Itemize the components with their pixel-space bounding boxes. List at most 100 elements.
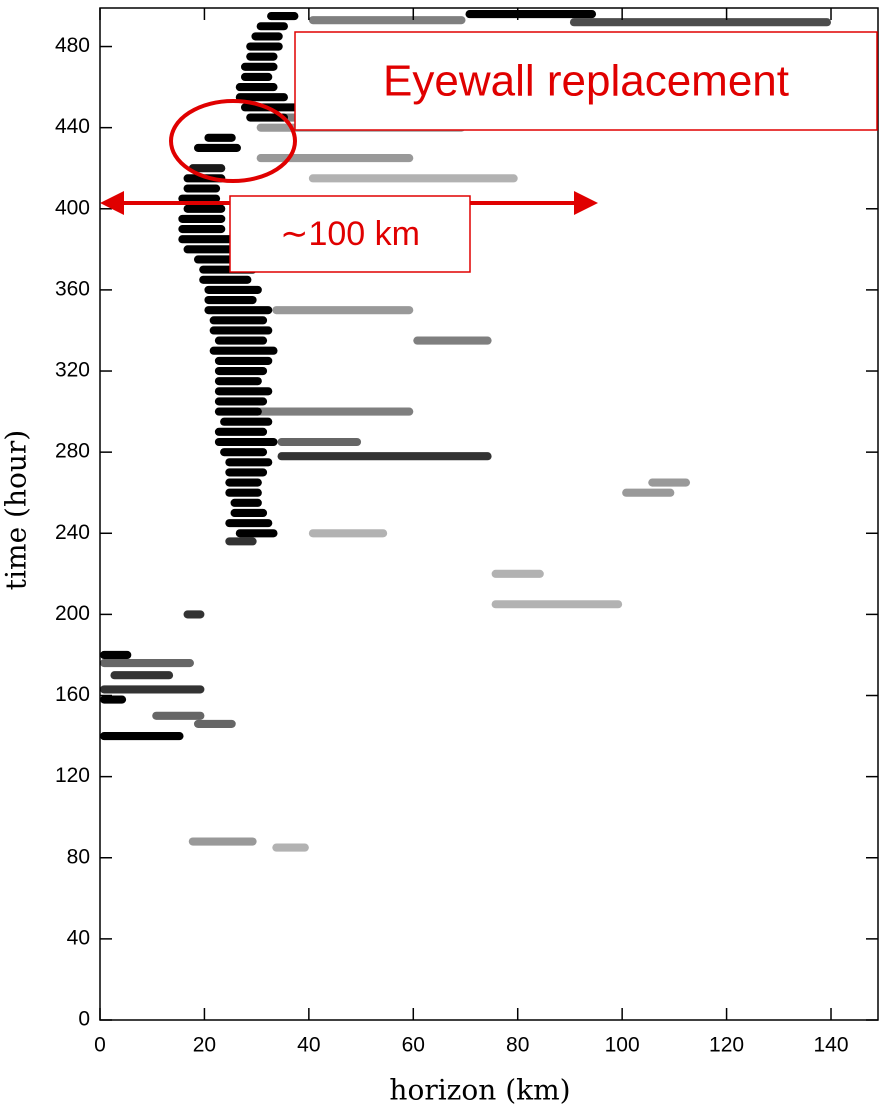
streak: [214, 387, 273, 396]
streak: [100, 695, 127, 704]
x-tick-label: 120: [709, 1034, 744, 1057]
streak: [183, 204, 226, 213]
streak: [465, 10, 597, 19]
streak: [225, 468, 268, 477]
streak: [188, 837, 257, 846]
streak: [204, 285, 262, 294]
streak: [251, 32, 283, 41]
streak: [230, 498, 262, 507]
streak: [214, 397, 268, 406]
y-tick-label: 360: [55, 277, 90, 300]
streak: [204, 306, 273, 315]
streak: [214, 437, 278, 447]
streak: [204, 133, 236, 142]
streak: [235, 93, 288, 102]
streak: [220, 448, 268, 457]
streak: [235, 529, 278, 538]
streak: [178, 235, 236, 244]
annotation: Eyewall replacement: [383, 57, 789, 106]
streak: [100, 685, 205, 694]
streak: [272, 306, 414, 315]
streak: [214, 366, 268, 376]
streak: [199, 275, 252, 284]
streak: [188, 164, 226, 173]
streak: [648, 478, 691, 487]
streak: [240, 72, 273, 82]
x-tick-label: 60: [402, 1034, 425, 1057]
streak: [225, 537, 257, 546]
y-tick-label: 0: [78, 1008, 90, 1031]
streak: [100, 732, 184, 741]
x-tick-label: 0: [94, 1034, 106, 1057]
y-axis-label: time (hour): [0, 430, 33, 590]
streak: [622, 488, 675, 497]
streak: [225, 458, 273, 467]
streak: [225, 478, 262, 487]
annotation: ∼100 km: [280, 215, 420, 253]
streak: [240, 62, 278, 71]
streak: [214, 336, 268, 345]
streak: [183, 245, 241, 254]
y-tick-label: 480: [55, 34, 90, 57]
x-axis-label: horizon (km): [389, 1074, 570, 1107]
highlight-ellipse: [169, 99, 297, 183]
streak: [183, 610, 205, 619]
x-tick-label: 100: [605, 1034, 640, 1057]
streak: [491, 600, 623, 609]
streak: [204, 295, 257, 305]
streak: [230, 508, 268, 518]
y-tick-label: 200: [55, 602, 90, 625]
streak: [100, 659, 194, 668]
y-tick-label: 160: [55, 683, 90, 706]
streak: [214, 356, 273, 365]
streak: [110, 671, 174, 680]
streak: [178, 225, 226, 234]
streak: [225, 519, 273, 528]
streak: [214, 427, 268, 436]
streak: [308, 16, 466, 25]
streak: [277, 452, 492, 461]
y-tick-label: 80: [67, 845, 90, 868]
streak: [308, 529, 388, 538]
y-tick-label: 40: [67, 926, 90, 949]
streak: [256, 22, 288, 31]
streak: [209, 346, 278, 355]
streak: [235, 83, 278, 92]
streak: [246, 42, 283, 51]
streak: [220, 417, 273, 426]
y-tick-label: 120: [55, 764, 90, 787]
streak: [256, 154, 414, 163]
y-tick-label: 320: [55, 359, 90, 382]
x-tick-label: 140: [813, 1034, 848, 1057]
annotation-box: [294, 31, 878, 131]
streak: [100, 650, 132, 660]
y-tick-label: 240: [55, 521, 90, 544]
streak: [214, 377, 262, 386]
streak: [491, 569, 544, 578]
x-tick-label: 40: [297, 1034, 320, 1057]
streak: [225, 488, 262, 497]
x-tick-label: 80: [506, 1034, 529, 1057]
y-tick-label: 440: [55, 115, 90, 138]
streak: [569, 18, 832, 27]
streak: [178, 214, 226, 223]
streak: [152, 711, 205, 720]
streak: [308, 174, 518, 183]
streak: [193, 143, 241, 152]
annotation-box: [229, 195, 471, 273]
streak: [209, 326, 273, 335]
streak: [209, 316, 268, 325]
streak: [183, 184, 221, 193]
streak: [214, 407, 262, 416]
streak: [272, 843, 309, 852]
streak: [267, 12, 299, 21]
plot-frame: [99, 7, 879, 1021]
streak: [246, 52, 278, 61]
y-tick-label: 400: [55, 196, 90, 219]
x-tick-label: 20: [193, 1034, 216, 1057]
streak: [413, 336, 492, 345]
streak: [256, 407, 414, 416]
streak: [193, 719, 236, 728]
y-tick-label: 280: [55, 440, 90, 463]
